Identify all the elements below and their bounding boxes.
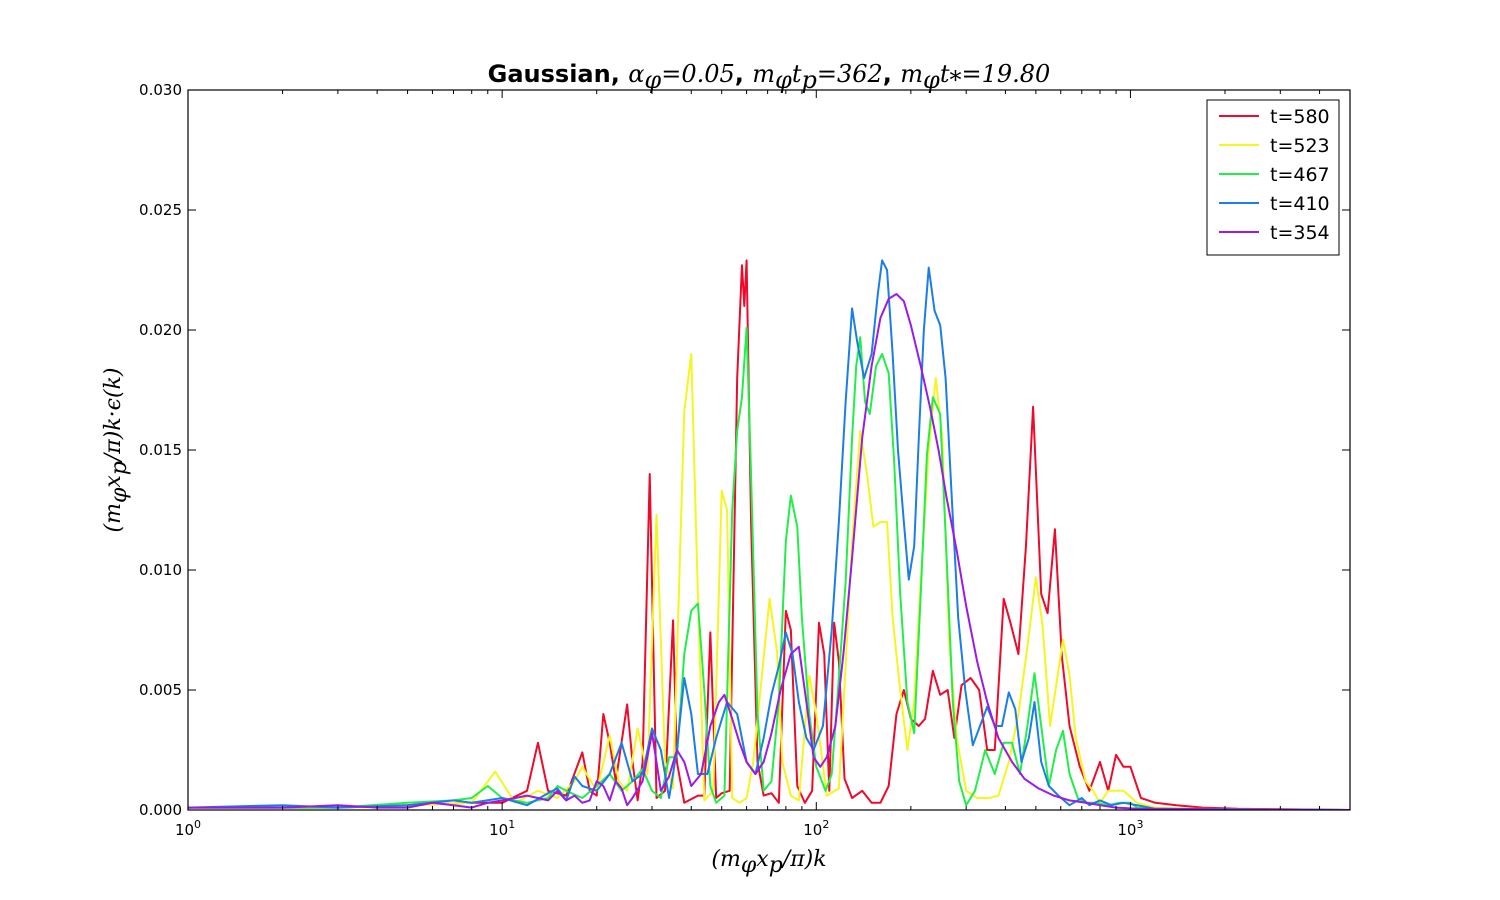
label-part: x [101, 475, 126, 488]
series-lines [188, 259, 1350, 810]
y-tick-label: 0.030 [139, 81, 182, 99]
label-part: p [769, 853, 783, 878]
x-tick-label: 100 [175, 818, 201, 839]
x-tick-base: 10 [803, 821, 822, 839]
label-part: φ [775, 66, 792, 94]
label-part: t [940, 60, 950, 88]
label-part: , [883, 60, 900, 88]
legend-entry: t=523 [1270, 135, 1330, 157]
x-axis-label: (mφxp/π)k [711, 847, 826, 878]
x-tick-base: 10 [175, 821, 194, 839]
legend-entry: t=410 [1270, 193, 1330, 215]
chart-title: Gaussian, αφ=0.05, mφtp=362, mφt*=19.80 [488, 60, 1051, 94]
series-line-0 [188, 259, 1350, 810]
label-part: (m [711, 847, 740, 872]
label-part: φ [923, 66, 940, 94]
x-tick-exponent: 1 [508, 818, 515, 831]
legend-entry: t=580 [1270, 106, 1330, 128]
label-part: * [950, 66, 962, 94]
label-part: , [735, 60, 752, 88]
series-line-3 [188, 259, 1350, 810]
y-tick-label: 0.015 [139, 441, 182, 459]
y-axis-label: (mφxp/π)k·ϵ(k) [101, 368, 132, 533]
label-part: (m [101, 503, 126, 532]
series-line-4 [188, 293, 1350, 810]
y-tick-label: 0.025 [139, 201, 182, 219]
label-part: x [756, 847, 769, 872]
label-part: p [107, 461, 132, 475]
label-part: /π)k [781, 847, 827, 872]
x-axis-ticks: 100 101 102 103 [175, 90, 1351, 839]
y-tick-label: 0.005 [139, 681, 182, 699]
label-part: Gaussian, [488, 60, 629, 88]
label-part: φ [741, 853, 757, 878]
label-part: m [752, 60, 775, 88]
label-part: =362 [817, 60, 883, 88]
label-part: =19.80 [962, 60, 1051, 88]
legend-entry: t=354 [1270, 222, 1330, 244]
x-tick-exponent: 0 [194, 818, 201, 831]
label-part: φ [107, 487, 132, 503]
label-part: m [900, 60, 923, 88]
series-line-1 [188, 353, 1350, 810]
x-tick-label: 103 [1117, 818, 1143, 839]
y-tick-label: 0.010 [139, 561, 182, 579]
legend: t=580 t=523 t=467 t=410 t=354 [1206, 99, 1340, 256]
series-line-2 [188, 326, 1350, 810]
label-part: p [801, 66, 816, 94]
y-axis-ticks: 0.000 0.005 0.010 0.015 0.020 0.025 0.030 [139, 81, 1350, 819]
legend-box [1206, 99, 1340, 256]
label-part: /π)k·ϵ(k) [101, 368, 126, 464]
plot-area [187, 89, 1351, 811]
label-part: φ [644, 66, 661, 94]
x-tick-label: 101 [489, 818, 515, 839]
x-tick-exponent: 2 [822, 818, 829, 831]
y-tick-label: 0.020 [139, 321, 182, 339]
x-tick-label: 102 [803, 818, 829, 839]
label-part: t [792, 60, 802, 88]
label-part: =0.05 [661, 60, 735, 88]
x-tick-exponent: 3 [1136, 818, 1143, 831]
label-part: α [628, 60, 644, 88]
x-tick-base: 10 [1117, 821, 1136, 839]
axes-frame [187, 89, 1351, 811]
y-tick-label: 0.000 [139, 801, 182, 819]
legend-entry: t=467 [1270, 164, 1330, 186]
x-tick-base: 10 [489, 821, 508, 839]
